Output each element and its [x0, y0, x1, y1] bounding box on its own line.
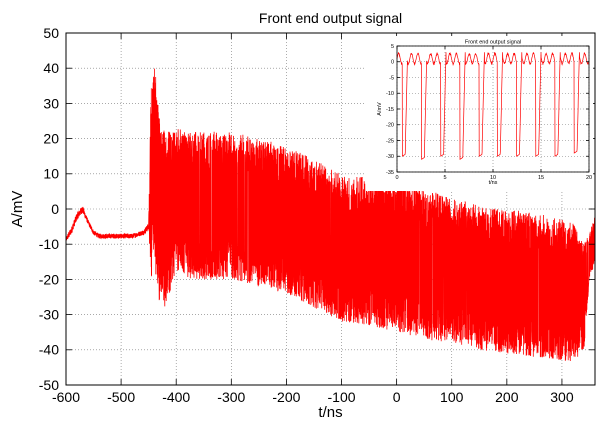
- inset-y-tick-label: 0: [391, 60, 394, 66]
- inset-x-tick-label: 5: [443, 175, 446, 181]
- inset-y-axis-label: A/mV: [377, 102, 383, 116]
- x-tick-label: -300: [217, 389, 245, 405]
- y-tick-label: 10: [43, 166, 59, 182]
- inset-plot: 0 5 10 15 20 -35 -30 -25 -20 -15 -10 -5 0 5 Front end …: [366, 36, 593, 191]
- inset-chart-title: Front end output signal: [465, 40, 521, 46]
- y-tick-label: -10: [39, 236, 59, 252]
- signal-trace: [65, 68, 596, 362]
- inset-y-tick-label: -30: [386, 154, 394, 160]
- inset-x-tick-label: 10: [490, 175, 496, 181]
- inset-y-tick-label: -35: [386, 170, 394, 176]
- x-tick-label: -200: [272, 389, 300, 405]
- inset-x-axis-label: t/ns: [489, 180, 498, 186]
- inset-y-tick-label: -25: [386, 138, 394, 144]
- y-tick-label: 20: [43, 131, 59, 147]
- inset-y-tick-label: -5: [389, 75, 394, 81]
- y-tick-label: -30: [39, 307, 59, 323]
- x-tick-label: -400: [162, 389, 190, 405]
- inset-signal-trace: [396, 51, 590, 160]
- y-tick-label: 40: [43, 60, 59, 76]
- inset-y-tick-label: 5: [391, 44, 394, 50]
- inset-y-tick-label: -15: [386, 107, 394, 113]
- inset-x-tick-label: 20: [586, 175, 592, 181]
- inset-y-tick-label: -20: [386, 123, 394, 129]
- x-tick-label: -600: [52, 389, 80, 405]
- x-tick-label: 100: [440, 389, 464, 405]
- y-axis-label: A/mV: [9, 191, 26, 228]
- x-tick-label: 200: [495, 389, 519, 405]
- chart-title: Front end output signal: [259, 10, 402, 26]
- y-tick-label: -50: [39, 377, 59, 393]
- inset-x-tick-label: 15: [538, 175, 544, 181]
- y-tick-label: -20: [39, 271, 59, 287]
- x-tick-label: -100: [328, 389, 356, 405]
- x-axis-label: t/ns: [318, 404, 342, 421]
- y-tick-label: 0: [51, 201, 59, 217]
- x-tick-label: -500: [107, 389, 135, 405]
- x-tick-label: 300: [550, 389, 574, 405]
- inset-x-tick-label: 0: [395, 175, 398, 181]
- y-tick-label: 30: [43, 95, 59, 111]
- x-tick-label: 0: [393, 389, 401, 405]
- y-tick-label: -40: [39, 342, 59, 358]
- inset-y-tick-label: -10: [386, 91, 394, 97]
- y-tick-label: 50: [43, 25, 59, 41]
